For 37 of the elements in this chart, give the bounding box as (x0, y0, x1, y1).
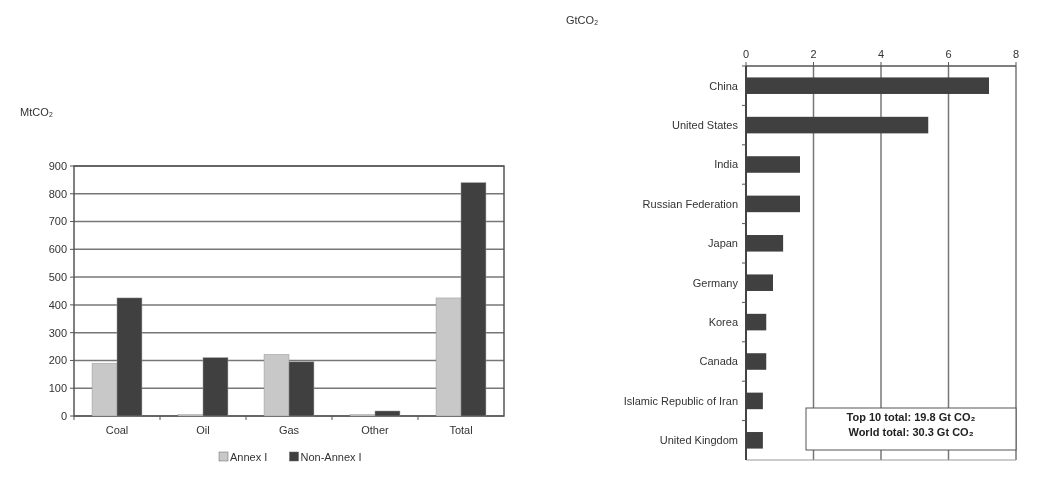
y-tick-label: 800 (48, 187, 67, 200)
y-tick-label: 500 (48, 270, 67, 283)
y-tick-label: Canada (699, 355, 739, 368)
x-tick-label: Gas (278, 424, 300, 436)
y-tick-label: Islamic Republic of Iran (623, 394, 738, 407)
y-tick-label: 200 (48, 354, 67, 367)
x-tick-label: Coal (105, 424, 129, 436)
y-tick-label: Korea (708, 315, 739, 328)
y-tick-label: China (709, 79, 739, 92)
annotation: World total: 30.3 Gt CO₂ (848, 426, 974, 438)
x-tick-label: Other (361, 424, 390, 436)
y-axis-title: MtCO₂ (20, 106, 53, 118)
note-box: Top 10 total: 19.8 Gt CO₂ World total: 30.3 Gt CO₂ (805, 407, 1017, 451)
x-tick-label: 6 (945, 48, 952, 60)
y-tick-label: 900 (48, 159, 67, 172)
legend-label: Annex I (230, 451, 268, 463)
x-tick-label: Total (449, 424, 473, 436)
y-tick-label: Russian Federation (642, 197, 738, 210)
y-tick-label: 300 (48, 326, 67, 339)
y-tick-label: Germany (692, 276, 739, 289)
x-tick-label: 2 (810, 48, 817, 60)
y-tick-label: 700 (48, 215, 67, 228)
x-tick-label: Oil (196, 424, 210, 436)
y-tick-label: 100 (48, 382, 67, 395)
y-tick-label: 600 (48, 243, 67, 256)
x-tick-label: 0 (742, 48, 750, 60)
legend-label: Non-Annex I (300, 451, 362, 463)
x-tick-label: 8 (1012, 48, 1020, 60)
annotation: Top 10 total: 19.8 Gt CO₂ (846, 411, 976, 423)
y-tick-label: 0 (60, 409, 67, 422)
x-tick-label: 4 (877, 48, 885, 60)
y-tick-label: United States (671, 118, 739, 131)
y-tick-label: Japan (708, 237, 738, 250)
y-tick-label: 400 (48, 298, 67, 311)
y-tick-label: United Kingdom (659, 434, 738, 447)
y-tick-label: India (714, 158, 739, 171)
x-axis-title: GtCO₂ (566, 14, 599, 26)
